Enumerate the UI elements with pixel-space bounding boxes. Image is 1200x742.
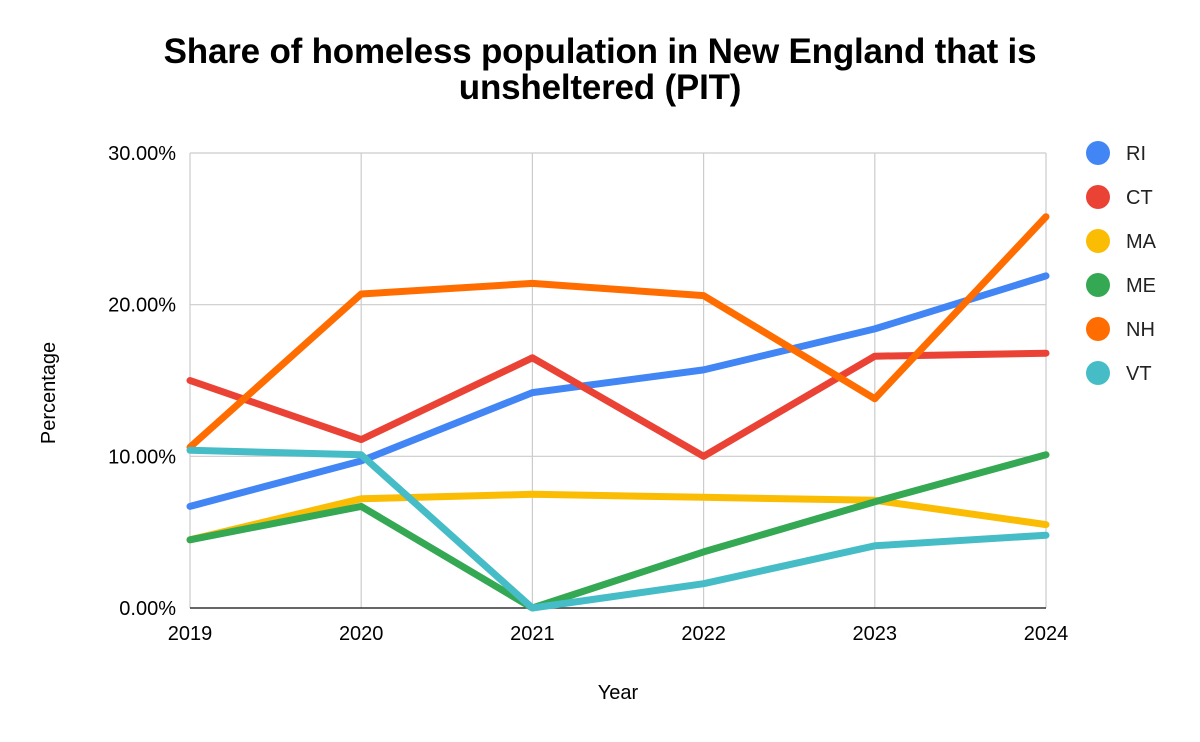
legend-label-nh: NH (1126, 319, 1155, 341)
series-line-ri (186, 272, 1050, 510)
legend-marker-vt (1086, 361, 1110, 385)
y-tick-label: 20.00% (108, 295, 176, 317)
x-axis-tick-labels: 2019 2020 2021 2022 2023 2024 (168, 623, 1069, 645)
x-tick-label: 2022 (681, 623, 726, 645)
legend-marker-ct (1086, 185, 1110, 209)
x-tick-label: 2023 (853, 623, 898, 645)
series-line-ct (186, 349, 1050, 460)
x-axis-title: Year (598, 682, 639, 704)
chart-title-line-1: Share of homeless population in New Engl… (163, 32, 1037, 71)
chart-title: Share of homeless population in New Engl… (0, 34, 1200, 106)
x-tick-label: 2019 (168, 623, 213, 645)
legend-marker-ri (1086, 141, 1110, 165)
y-tick-label: 30.00% (108, 143, 176, 165)
legend-label-ct: CT (1126, 187, 1153, 209)
series-line-me (186, 451, 1050, 612)
series-line-ma (186, 490, 1050, 544)
legend-marker-nh (1086, 317, 1110, 341)
y-tick-label: 0.00% (119, 598, 176, 620)
x-tick-label: 2021 (510, 623, 555, 645)
legend: RI CT MA ME NH VT (1086, 141, 1157, 385)
y-tick-label: 10.00% (108, 446, 176, 468)
legend-label-ri: RI (1126, 143, 1146, 165)
series-line-vt (186, 446, 1050, 612)
x-tick-label: 2024 (1024, 623, 1069, 645)
x-tick-label: 2020 (339, 623, 384, 645)
legend-marker-me (1086, 273, 1110, 297)
series-lines (186, 213, 1050, 612)
legend-marker-ma (1086, 229, 1110, 253)
y-axis-title: Percentage (38, 342, 60, 444)
chart-title-line-2: unsheltered (PIT) (458, 68, 742, 107)
legend-label-me: ME (1126, 275, 1156, 297)
legend-label-vt: VT (1126, 363, 1152, 385)
series-line-nh (186, 213, 1050, 451)
y-axis-tick-labels: 0.00% 10.00% 20.00% 30.00% (108, 143, 176, 620)
legend-label-ma: MA (1126, 231, 1157, 253)
